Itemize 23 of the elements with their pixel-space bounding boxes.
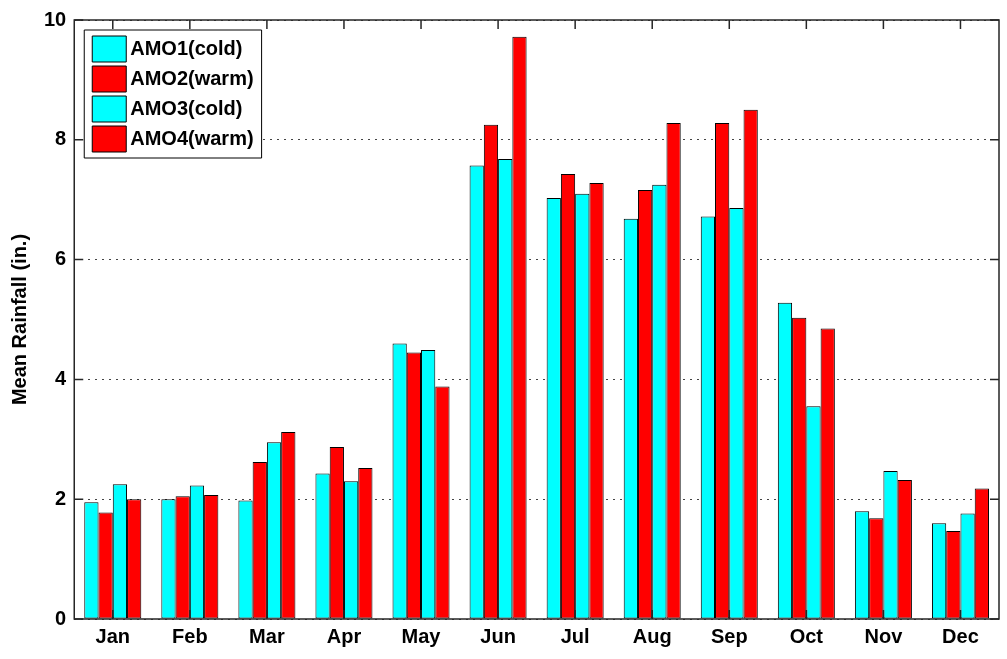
legend-label: AMO1(cold) bbox=[130, 36, 243, 59]
y-axis-title: Mean Rainfall (in.) bbox=[7, 233, 30, 406]
legend-label: AMO4(warm) bbox=[130, 126, 254, 149]
x-tick-label: Dec bbox=[942, 624, 979, 647]
x-tick-label: Nov bbox=[864, 624, 904, 647]
x-tick-label: Apr bbox=[326, 624, 362, 647]
y-tick-label: 8 bbox=[55, 127, 67, 150]
x-tick-label: Oct bbox=[789, 624, 824, 647]
x-tick-label: Jul bbox=[560, 624, 590, 647]
y-tick-label: 0 bbox=[55, 606, 67, 629]
y-tick-label: 10 bbox=[44, 7, 67, 30]
legend-label: AMO3(cold) bbox=[130, 96, 243, 119]
x-tick-label: Feb bbox=[172, 624, 208, 647]
x-tick-label: Sep bbox=[710, 624, 748, 647]
y-tick-label: 6 bbox=[55, 247, 67, 270]
x-tick-label: Jun bbox=[480, 624, 516, 647]
legend-label: AMO2(warm) bbox=[130, 66, 254, 89]
y-tick-label: 4 bbox=[55, 366, 68, 389]
x-tick-label: Aug bbox=[632, 624, 672, 647]
x-tick-label: May bbox=[401, 624, 442, 647]
x-tick-label: Jan bbox=[95, 624, 131, 647]
x-tick-label: Mar bbox=[249, 624, 285, 647]
y-tick-label: 2 bbox=[55, 486, 67, 509]
